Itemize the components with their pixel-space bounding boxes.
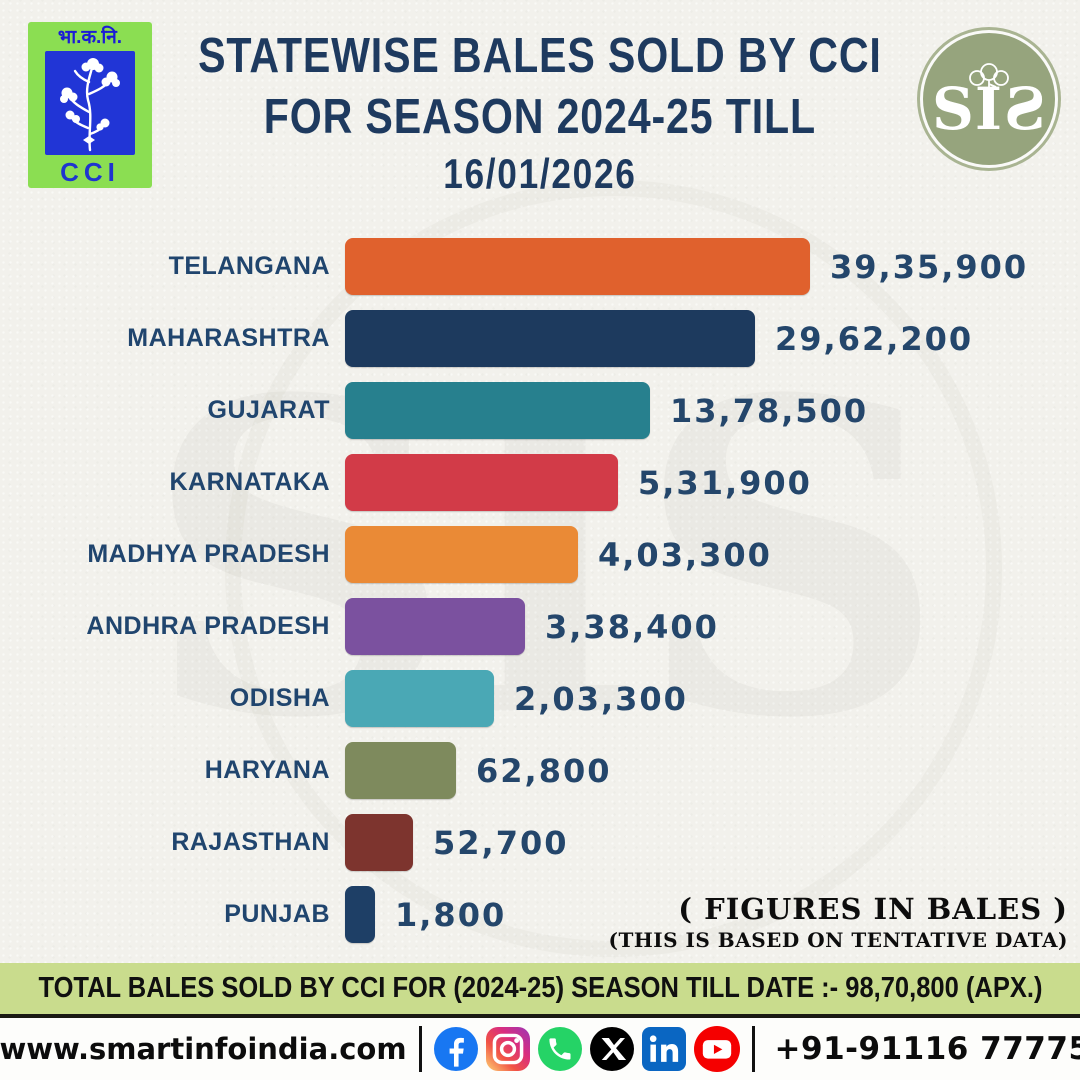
title-line-1: STATEWISE BALES SOLD BY CCI — [198, 29, 882, 83]
state-label: MAHARASHTRA — [127, 324, 330, 352]
cci-logo-plant-box — [45, 51, 135, 155]
sis-letter-s: S — [932, 75, 975, 143]
chart-row: RAJASTHAN 52,700 — [0, 814, 1080, 871]
state-bar — [345, 382, 650, 439]
state-label: ANDHRA PRADESH — [86, 612, 330, 640]
linkedin-icon[interactable] — [641, 1027, 686, 1071]
page-title: STATEWISE BALES SOLD BY CCI FOR SEASON 2… — [0, 26, 1080, 200]
title-line-2: FOR SEASON 2024-25 TILL — [263, 90, 817, 144]
state-label: TELANGANA — [168, 252, 330, 280]
phone-number[interactable]: +91-91116 77775 — [774, 1031, 1080, 1067]
state-value: 4,03,300 — [598, 535, 772, 574]
state-label: MADHYA PRADESH — [87, 540, 330, 568]
chart-row: ODISHA 2,03,300 — [0, 670, 1080, 727]
state-bar — [345, 814, 413, 871]
chart-row: PUNJAB 1,800 — [0, 886, 1080, 943]
youtube-icon[interactable] — [693, 1026, 740, 1072]
whatsapp-icon[interactable] — [537, 1027, 582, 1071]
chart-row: GUJARAT 13,78,500 — [0, 382, 1080, 439]
state-bar — [345, 526, 578, 583]
footer: www.smartinfoindia.com — [0, 1018, 1080, 1080]
title-line-3: 16/01/2026 — [443, 150, 637, 197]
state-bar — [345, 886, 375, 943]
cci-logo-hindi-text: भा.क.नि. — [57, 27, 123, 48]
chart-notes: ( FIGURES IN BALES ) (THIS IS BASED ON T… — [609, 892, 1068, 952]
state-label: ODISHA — [229, 684, 330, 712]
chart-row: TELANGANA 39,35,900 — [0, 238, 1080, 295]
state-label: HARYANA — [204, 756, 330, 784]
facebook-icon[interactable] — [433, 1027, 478, 1071]
state-bar — [345, 454, 618, 511]
cci-logo-acronym: CCI — [60, 157, 120, 187]
cci-logo: भा.क.नि. CCI — [28, 22, 152, 188]
state-label: RAJASTHAN — [171, 828, 330, 856]
sis-logo: S I S — [920, 30, 1058, 168]
footer-divider — [751, 1026, 755, 1072]
chart-row: HARYANA 62,800 — [0, 742, 1080, 799]
state-bar — [345, 742, 456, 799]
instagram-icon[interactable] — [485, 1027, 530, 1071]
state-value: 3,38,400 — [545, 607, 719, 646]
total-banner: TOTAL BALES SOLD BY CCI FOR (2024-25) SE… — [0, 963, 1080, 1018]
state-bar — [345, 598, 525, 655]
state-bar — [345, 310, 755, 367]
social-icons — [433, 1026, 740, 1072]
total-banner-text: TOTAL BALES SOLD BY CCI FOR (2024-25) SE… — [38, 972, 1042, 1004]
footer-divider — [418, 1026, 422, 1072]
figures-in-bales-note: ( FIGURES IN BALES ) — [678, 892, 1068, 926]
sis-letter-s-mirrored: S — [1003, 75, 1046, 143]
state-value: 39,35,900 — [830, 247, 1029, 286]
cotton-boll-icon — [969, 63, 1009, 88]
chart-row: MADHYA PRADESH 4,03,300 — [0, 526, 1080, 583]
bar-chart: TELANGANA 39,35,900 MAHARASHTRA 29,62,200 GU… — [0, 238, 1080, 958]
state-value: 1,800 — [395, 895, 507, 934]
chart-row: ANDHRA PRADESH 3,38,400 — [0, 598, 1080, 655]
state-bar — [345, 238, 810, 295]
x-icon[interactable] — [589, 1027, 634, 1071]
chart-row: KARNATAKA 5,31,900 — [0, 454, 1080, 511]
website-link[interactable]: www.smartinfoindia.com — [0, 1032, 407, 1066]
state-value: 5,31,900 — [638, 463, 812, 502]
tentative-data-note: (THIS IS BASED ON TENTATIVE DATA) — [608, 928, 1068, 952]
state-value: 13,78,500 — [670, 391, 869, 430]
state-bar — [345, 670, 494, 727]
state-label: GUJARAT — [207, 396, 330, 424]
state-label: KARNATAKA — [169, 468, 330, 496]
chart-row: MAHARASHTRA 29,62,200 — [0, 310, 1080, 367]
state-label: PUNJAB — [224, 900, 330, 928]
sis-logo-letters: S I S — [932, 75, 1046, 143]
state-value: 2,03,300 — [514, 679, 688, 718]
state-value: 52,700 — [433, 823, 569, 862]
cotton-plant-icon — [60, 58, 120, 152]
sis-letter-i: I — [974, 75, 1004, 143]
state-value: 29,62,200 — [775, 319, 974, 358]
chart-rows: TELANGANA 39,35,900 MAHARASHTRA 29,62,200 GU… — [0, 238, 1080, 943]
state-value: 62,800 — [476, 751, 612, 790]
